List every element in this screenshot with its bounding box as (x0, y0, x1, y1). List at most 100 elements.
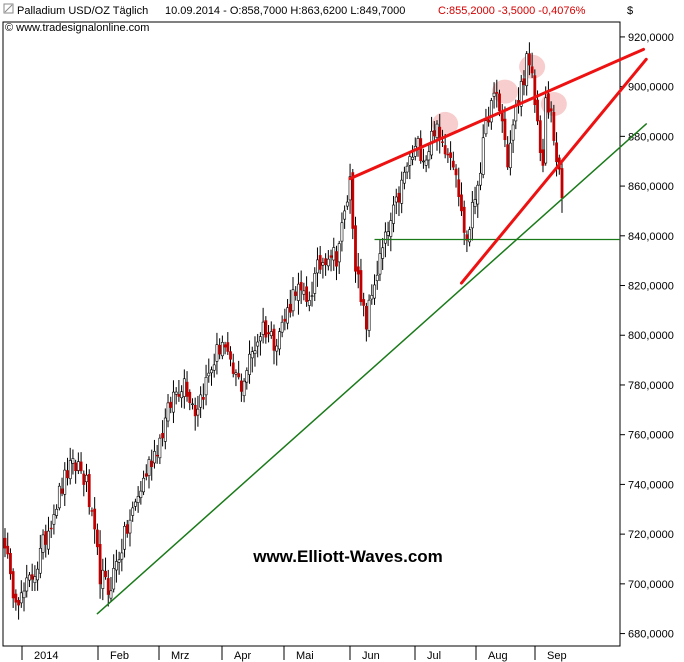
candle (136, 486, 140, 513)
candle (109, 576, 113, 602)
candle (511, 119, 515, 154)
plot-frame (2, 21, 621, 647)
candle (74, 459, 78, 484)
candle (218, 338, 222, 360)
candle (182, 369, 186, 409)
candle (302, 282, 306, 301)
candle (44, 524, 48, 558)
candle (272, 324, 276, 365)
y-tick-label: 880,0000 (628, 131, 674, 143)
candle (82, 470, 86, 497)
y-tick-label: 680,0000 (628, 629, 674, 641)
x-tick-label: Aug (488, 650, 508, 662)
candle (340, 212, 344, 252)
candle (204, 364, 208, 406)
candle (280, 315, 284, 338)
candle (411, 145, 414, 166)
candle (242, 378, 246, 403)
candle (351, 169, 355, 240)
candle (117, 551, 121, 575)
candle (166, 394, 170, 428)
candle (93, 497, 97, 544)
candle (506, 136, 510, 170)
header-change: C:855,2000 -3,5000 -0,4076% (438, 5, 586, 17)
candle (299, 270, 303, 304)
candle (432, 121, 436, 141)
candle (201, 383, 205, 410)
candle (381, 237, 385, 271)
candle (294, 286, 298, 301)
candle (106, 569, 110, 607)
candle (101, 558, 105, 601)
wedge-lower-line (459, 57, 648, 285)
candle (378, 239, 382, 282)
candle (326, 250, 330, 271)
candle (348, 163, 352, 214)
candle (112, 554, 116, 593)
candle (144, 464, 148, 481)
candle (212, 353, 216, 378)
candle (153, 439, 156, 469)
candle (525, 51, 529, 96)
candle (337, 240, 341, 274)
candle (226, 332, 230, 355)
candle (229, 346, 232, 367)
candle (163, 408, 167, 450)
candle (332, 237, 336, 271)
candle (552, 104, 556, 146)
candle (446, 148, 450, 164)
candle (549, 101, 553, 123)
candle (19, 580, 23, 608)
candle (193, 397, 197, 431)
candle (57, 482, 61, 511)
candle (245, 367, 249, 390)
candle (85, 463, 88, 492)
candle (416, 135, 420, 157)
candle (49, 520, 53, 538)
y-tick-label: 740,0000 (628, 479, 674, 491)
candle (264, 316, 268, 344)
candle (544, 86, 548, 166)
candle (484, 108, 488, 137)
candle (38, 534, 42, 579)
candle (288, 289, 292, 318)
header-quote: 10.09.2014 - O:858,7000 H:863,6200 L:849… (165, 5, 405, 17)
candle (220, 335, 224, 360)
candle (449, 141, 453, 171)
x-tick-label: Jul (427, 650, 441, 662)
candle (30, 563, 34, 592)
candle (11, 568, 15, 608)
candle (362, 292, 366, 317)
candle (155, 444, 159, 464)
candle (297, 272, 300, 315)
candle (318, 246, 322, 274)
candle (22, 582, 26, 612)
candle (261, 307, 265, 344)
candle (500, 104, 504, 133)
candle (95, 523, 99, 556)
candle (158, 434, 162, 465)
candle (60, 477, 64, 497)
candle (169, 396, 173, 414)
candle (454, 164, 458, 188)
candle (134, 498, 137, 511)
candle (470, 190, 474, 241)
x-tick-label: Jun (362, 650, 380, 662)
candle (316, 247, 319, 287)
candle (481, 124, 485, 179)
y-tick-label: 800,0000 (628, 330, 674, 342)
y-tick-label: 760,0000 (628, 430, 674, 442)
candle (185, 371, 189, 402)
candle (307, 291, 311, 312)
candle (28, 572, 31, 588)
candle (6, 532, 10, 559)
candle (405, 162, 409, 180)
candle (253, 336, 257, 367)
y-tick-label: 860,0000 (628, 181, 674, 193)
candle (386, 221, 390, 247)
x-tick-label: 2014 (34, 650, 58, 662)
candle (231, 353, 235, 378)
candlesticks (3, 42, 564, 620)
candle (373, 274, 376, 305)
candle (180, 385, 184, 408)
